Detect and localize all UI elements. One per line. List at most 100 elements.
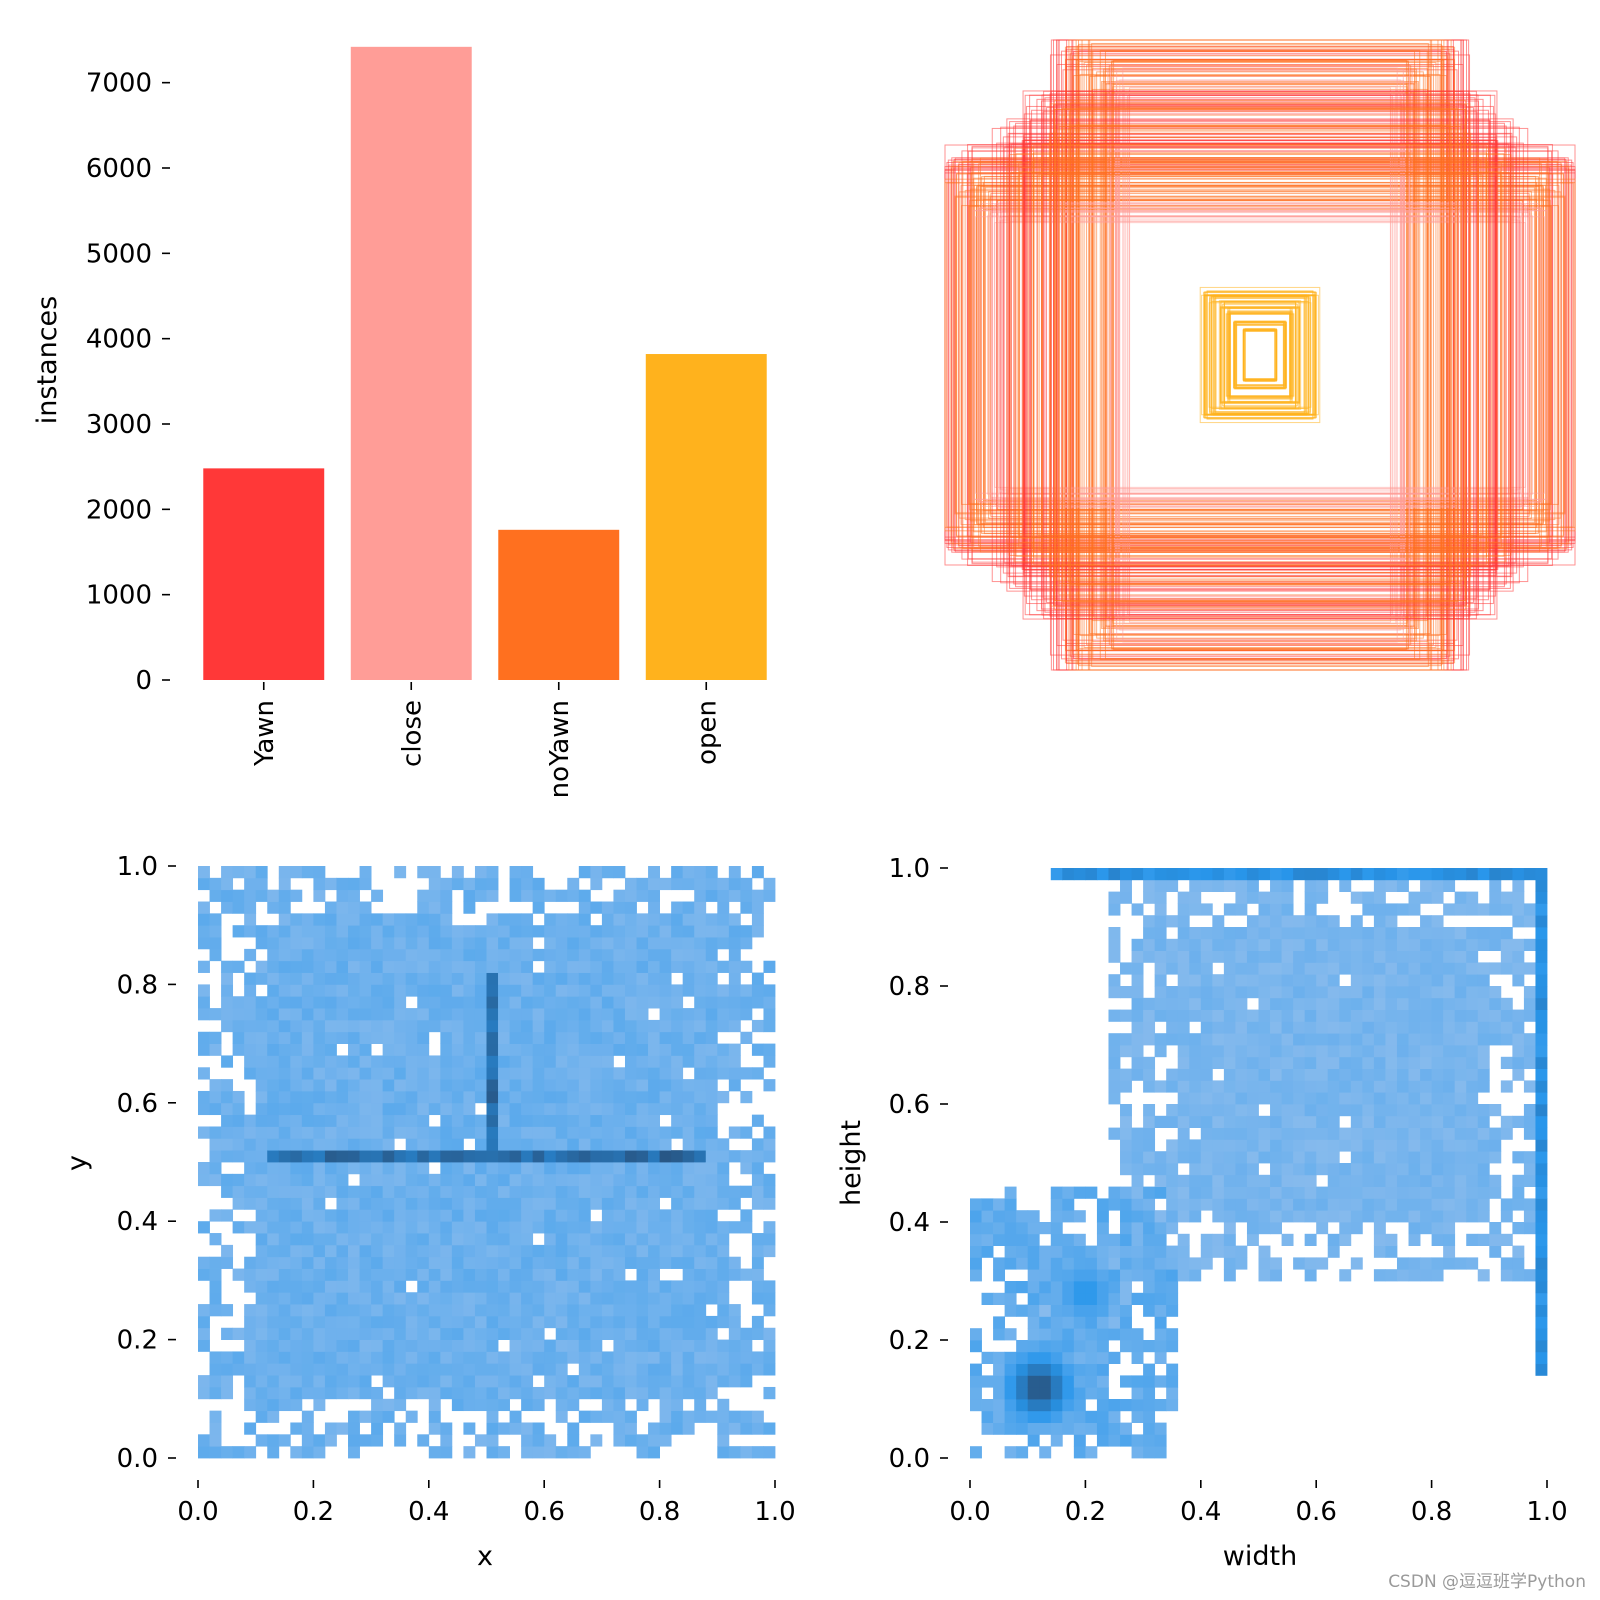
heat-cell	[359, 1410, 372, 1423]
heat-cell	[1189, 950, 1202, 963]
heat-cell	[440, 1422, 453, 1435]
box-open	[1244, 328, 1276, 382]
heat-cell	[371, 1327, 384, 1340]
heat-cell	[648, 913, 660, 926]
heat-cell	[1050, 1351, 1063, 1364]
heat-cell	[1373, 1186, 1386, 1199]
heat-cell	[440, 1386, 453, 1400]
heat-cell	[324, 984, 337, 997]
heat-cell	[313, 913, 326, 926]
heat-cell	[590, 1043, 603, 1056]
heat-cell	[1466, 903, 1479, 916]
heat-cell	[405, 1150, 418, 1163]
heat-cell	[555, 1280, 568, 1293]
heat-cell	[324, 1102, 337, 1116]
heat-cell	[567, 889, 580, 902]
heat-cell	[624, 889, 637, 902]
heat-cell	[1454, 974, 1467, 987]
heat-cell	[463, 877, 476, 891]
heat-cell	[1131, 938, 1144, 951]
heat-cell	[221, 1138, 234, 1151]
heat-cell	[232, 1268, 245, 1281]
heat-cell	[1120, 1080, 1132, 1093]
heat-cell	[1396, 1045, 1409, 1058]
heat-cell	[1166, 1174, 1179, 1187]
heat-cell	[1166, 1021, 1179, 1034]
heat-cell	[417, 1209, 430, 1222]
heat-cell	[694, 1162, 707, 1175]
heat-cell	[1166, 1151, 1179, 1164]
heat-cell	[1166, 1198, 1179, 1211]
heat-cell	[1200, 950, 1213, 963]
heat-cell	[590, 960, 603, 973]
heat-cell	[993, 1351, 1006, 1364]
heat-cell	[509, 1327, 522, 1340]
box-close	[1078, 50, 1442, 660]
heat-cell	[1512, 974, 1525, 987]
heat-cell	[1270, 1009, 1282, 1022]
heat-cell	[440, 1375, 453, 1388]
heat-cell	[1281, 950, 1294, 963]
heat-cell	[1212, 974, 1225, 987]
heat-cell	[613, 1090, 626, 1104]
heat-cell	[1339, 927, 1352, 940]
heat-cell	[1281, 1186, 1294, 1199]
heat-cell	[601, 1079, 614, 1092]
heat-cell	[209, 1280, 222, 1293]
x-tick-label: 0.8	[639, 1497, 680, 1527]
heat-cell	[544, 1304, 557, 1317]
heat-cell	[590, 1031, 603, 1044]
heat-cell	[763, 1043, 776, 1056]
heat-cell	[970, 1210, 982, 1223]
heat-cell	[1373, 950, 1386, 963]
heat-cell	[521, 889, 534, 902]
heat-cell	[348, 1268, 360, 1281]
heat-cell	[694, 1019, 707, 1033]
heat-cell	[1420, 974, 1432, 987]
heat-cell	[1408, 1198, 1421, 1211]
heat-cell	[1085, 1257, 1098, 1270]
heat-cell	[267, 1375, 280, 1388]
heat-cell	[590, 1221, 603, 1234]
heat-cell	[1027, 1434, 1040, 1447]
y-tick-label: 0.6	[889, 1090, 930, 1120]
heat-cell	[1258, 1021, 1271, 1034]
heat-cell	[694, 1280, 707, 1293]
heat-cell	[728, 937, 741, 950]
bar-x-tick-label: noYawn	[545, 700, 575, 798]
heat-cell	[567, 1446, 580, 1459]
heat-cell	[601, 1256, 614, 1269]
box-close	[1065, 59, 1455, 651]
heat-cell	[221, 984, 234, 997]
heat-cell	[313, 889, 326, 902]
heat-cell	[336, 1114, 349, 1127]
heat-cell	[1131, 950, 1144, 963]
heat-cell	[1477, 974, 1490, 987]
heat-cell	[590, 925, 603, 938]
heat-cell	[474, 1138, 487, 1151]
heat-cell	[1396, 1092, 1409, 1105]
heat-cell	[301, 1375, 314, 1388]
heat-cell	[1466, 1198, 1479, 1211]
heat-cell	[451, 937, 464, 950]
heat-cell	[970, 1269, 982, 1282]
heat-cell	[1316, 1021, 1329, 1034]
heat-cell	[1246, 927, 1259, 940]
heat-cell	[440, 960, 453, 973]
heat-cell	[671, 1102, 684, 1116]
heat-cell	[532, 1244, 545, 1258]
heat-cell	[1223, 868, 1236, 881]
heat-cell	[463, 1102, 476, 1116]
heat-cell	[671, 1422, 684, 1435]
heat-cell	[1373, 1174, 1386, 1187]
heat-cell	[1073, 1422, 1086, 1435]
heat-cell	[301, 1067, 314, 1080]
heat-cell	[1535, 986, 1548, 999]
heat-cell	[1085, 1446, 1098, 1459]
heat-cell	[359, 984, 372, 997]
heat-cell	[486, 1126, 499, 1139]
heat-cell	[648, 1197, 660, 1210]
heat-cell	[1443, 879, 1456, 892]
heat-cell	[498, 1102, 510, 1116]
heat-cell	[740, 1375, 753, 1388]
